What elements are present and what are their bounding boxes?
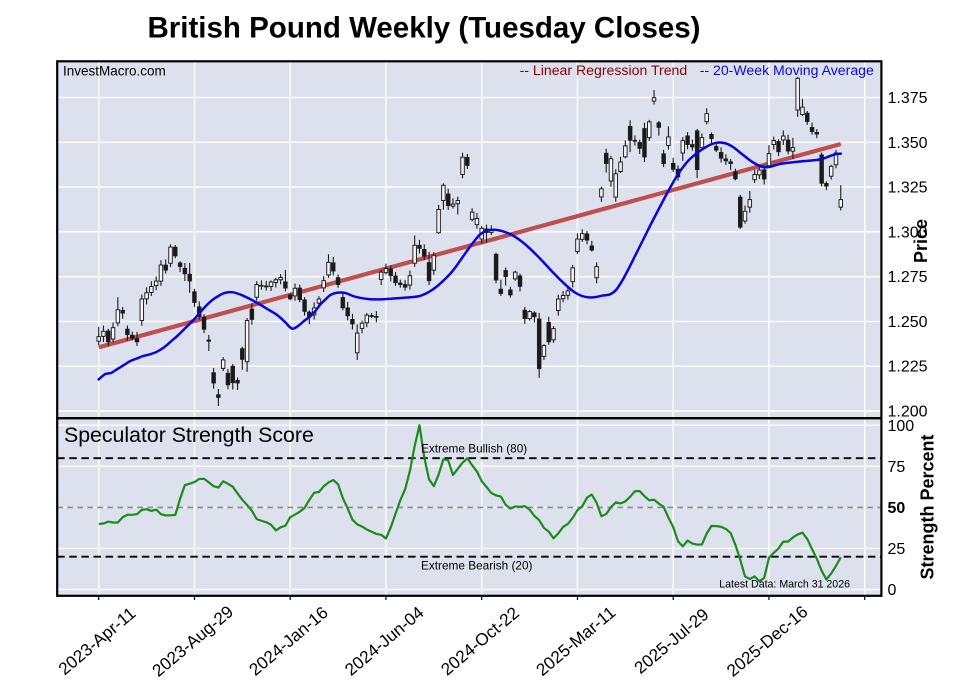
svg-text:1.225: 1.225 (888, 359, 928, 376)
svg-text:1.200: 1.200 (888, 404, 928, 421)
svg-text:1.250: 1.250 (888, 314, 928, 331)
svg-text:1.300: 1.300 (888, 224, 928, 241)
svg-text:Price: Price (911, 219, 931, 263)
svg-text:75: 75 (888, 459, 906, 476)
svg-text:100: 100 (888, 418, 915, 435)
svg-text:0: 0 (888, 582, 897, 599)
svg-text:1.350: 1.350 (888, 135, 928, 152)
svg-text:1.275: 1.275 (888, 269, 928, 286)
svg-text:-- Linear Regression Trend: -- Linear Regression Trend (520, 62, 688, 78)
svg-text:Strength Percent: Strength Percent (918, 434, 938, 579)
svg-text:50: 50 (888, 500, 906, 517)
svg-text:British Pound Weekly (Tuesday: British Pound Weekly (Tuesday Closes) (148, 12, 701, 45)
svg-text:InvestMacro.com: InvestMacro.com (63, 64, 166, 79)
svg-text:25: 25 (888, 541, 906, 558)
svg-text:1.325: 1.325 (888, 180, 928, 197)
svg-text:1.375: 1.375 (888, 90, 928, 107)
svg-text:Speculator Strength Score: Speculator Strength Score (64, 423, 314, 447)
svg-text:Extreme Bearish (20): Extreme Bearish (20) (421, 559, 533, 573)
svg-text:Latest Data: March 31 2026: Latest Data: March 31 2026 (719, 579, 850, 591)
svg-text:Extreme Bullish (80): Extreme Bullish (80) (421, 442, 527, 456)
svg-text:-- 20-Week Moving Average: -- 20-Week Moving Average (700, 62, 874, 78)
